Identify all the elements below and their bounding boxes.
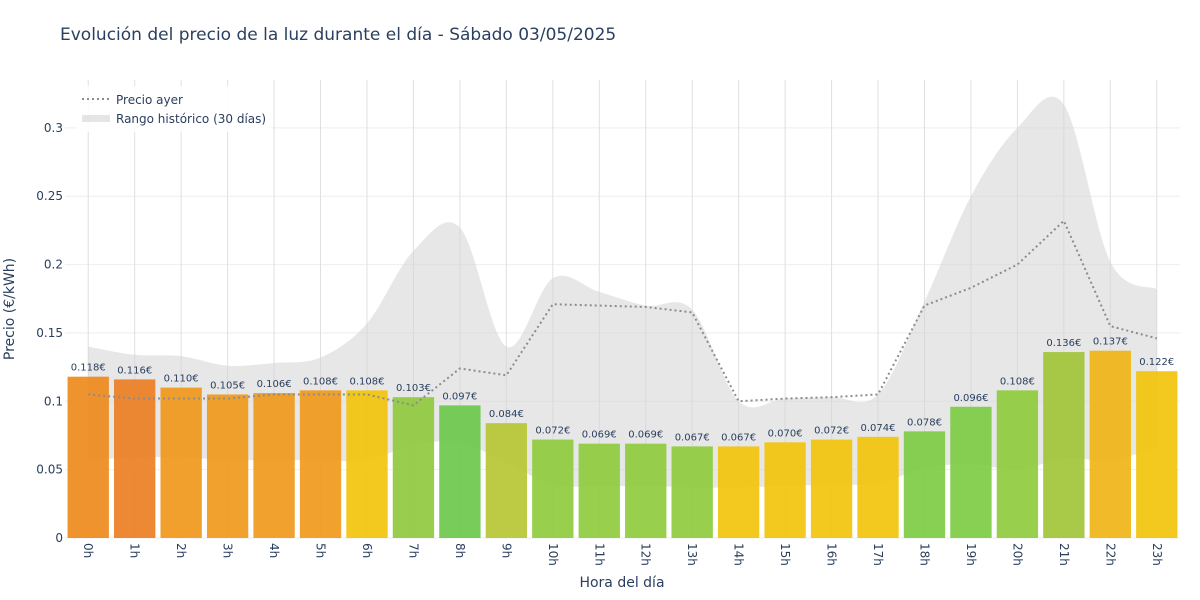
- bar-label-9h: 0.084€: [489, 409, 524, 420]
- legend-label-range: Rango histórico (30 días): [116, 112, 266, 126]
- bar-21h: [1043, 352, 1085, 538]
- y-tick-label: 0.25: [36, 189, 63, 203]
- x-tick-label: 8h: [453, 543, 467, 558]
- legend-background: [76, 86, 272, 132]
- x-tick-label: 20h: [1010, 543, 1024, 566]
- y-tick-label: 0.1: [44, 394, 63, 408]
- legend-label-yesterday: Precio ayer: [116, 93, 183, 107]
- legend-swatch-range: [82, 115, 110, 122]
- bar-label-3h: 0.105€: [210, 380, 245, 391]
- y-tick-label: 0.05: [36, 463, 63, 477]
- bar-20h: [996, 390, 1039, 538]
- bar-11h: [578, 443, 620, 538]
- bar-18h: [903, 431, 946, 538]
- bar-label-12h: 0.069€: [628, 430, 663, 441]
- x-tick-label: 7h: [406, 543, 420, 558]
- y-tick-label: 0: [55, 531, 63, 545]
- y-tick-label: 0.3: [44, 121, 63, 135]
- x-tick-label: 16h: [825, 543, 839, 566]
- x-tick-label: 19h: [964, 543, 978, 566]
- bar-label-17h: 0.074€: [861, 423, 896, 434]
- chart-title: Evolución del precio de la luz durante e…: [60, 25, 616, 45]
- bar-15h: [764, 442, 806, 538]
- x-tick-label: 17h: [871, 543, 885, 566]
- bar-12h: [625, 443, 667, 538]
- y-axis-title: Precio (€/kWh): [2, 258, 18, 360]
- bar-17h: [857, 436, 899, 538]
- bar-label-14h: 0.067€: [721, 432, 756, 443]
- bar-1h: [114, 379, 156, 538]
- bar-label-16h: 0.072€: [814, 426, 849, 437]
- x-tick-label: 11h: [592, 543, 606, 566]
- x-tick-label: 22h: [1103, 543, 1117, 566]
- bar-4h: [253, 393, 295, 538]
- y-tick-label: 0.2: [44, 258, 63, 272]
- bar-label-13h: 0.067€: [675, 432, 710, 443]
- x-tick-label: 13h: [685, 543, 699, 566]
- x-tick-label: 0h: [81, 543, 95, 558]
- bar-7h: [392, 397, 435, 538]
- x-tick-label: 2h: [174, 543, 188, 558]
- bar-5h: [299, 390, 342, 538]
- bar-labels: 0.118€ 0.116€ 0.110€ 0.105€ 0.106€ 0.108€ 0.10…: [71, 337, 1175, 444]
- x-tick-label: 14h: [732, 543, 746, 566]
- x-tick-label: 10h: [546, 543, 560, 566]
- x-tick-label: 21h: [1057, 543, 1071, 566]
- bar-23h: [1136, 371, 1178, 538]
- yesterday-line: [88, 219, 1158, 407]
- x-tick-label: 4h: [267, 543, 281, 558]
- bar-label-15h: 0.070€: [768, 428, 803, 439]
- bar-label-22h: 0.137€: [1093, 337, 1128, 348]
- bar-label-5h: 0.108€: [303, 376, 338, 387]
- bar-2h: [160, 387, 202, 538]
- yesterday-price-line: [88, 219, 1158, 407]
- bar-10h: [532, 439, 574, 538]
- historical-range-band: [88, 96, 1157, 488]
- bar-13h: [671, 446, 713, 538]
- bar-label-23h: 0.122€: [1139, 357, 1174, 368]
- bar-label-1h: 0.116€: [117, 365, 152, 376]
- x-tick-label: 12h: [639, 543, 653, 566]
- bar-label-11h: 0.069€: [582, 430, 617, 441]
- bar-label-4h: 0.106€: [257, 379, 292, 390]
- bar-3h: [206, 394, 249, 538]
- bar-19h: [950, 406, 992, 538]
- x-tick-label: 5h: [314, 543, 328, 558]
- bar-label-2h: 0.110€: [164, 374, 199, 385]
- bar-label-0h: 0.118€: [71, 363, 106, 374]
- y-axis-ticks: 0 0.05 0.1 0.15 0.2 0.25 0.3: [36, 121, 63, 545]
- bar-9h: [485, 423, 528, 538]
- x-tick-label: 6h: [360, 543, 374, 558]
- historical-range-area: [88, 96, 1157, 488]
- bar-label-21h: 0.136€: [1046, 338, 1081, 349]
- x-tick-label: 3h: [221, 543, 235, 558]
- x-tick-label: 18h: [917, 543, 931, 566]
- x-tick-label: 9h: [499, 543, 513, 558]
- x-axis-ticks: 0h 1h 2h 3h 4h 5h 6h 7h 8h 9h 10h 11h 12h 13h 14h 15h 16…: [81, 543, 1164, 566]
- bars: [67, 350, 1178, 538]
- x-tick-label: 1h: [128, 543, 142, 558]
- legend: Precio ayer Rango histórico (30 días): [76, 86, 272, 132]
- bar-label-10h: 0.072€: [535, 426, 570, 437]
- bar-label-8h: 0.097€: [442, 391, 477, 402]
- x-tick-label: 23h: [1150, 543, 1164, 566]
- bar-label-7h: 0.103€: [396, 383, 431, 394]
- bar-6h: [346, 390, 388, 538]
- y-tick-label: 0.15: [36, 326, 63, 340]
- bar-0h: [67, 376, 109, 538]
- bar-label-6h: 0.108€: [349, 376, 384, 387]
- bar-8h: [439, 405, 481, 538]
- bar-label-19h: 0.096€: [953, 393, 988, 404]
- x-axis-title: Hora del día: [579, 575, 664, 591]
- x-tick-label: 15h: [778, 543, 792, 566]
- bar-16h: [810, 439, 853, 538]
- bar-label-18h: 0.078€: [907, 417, 942, 428]
- bar-14h: [717, 446, 760, 538]
- bar-22h: [1089, 350, 1131, 538]
- bar-label-20h: 0.108€: [1000, 376, 1035, 387]
